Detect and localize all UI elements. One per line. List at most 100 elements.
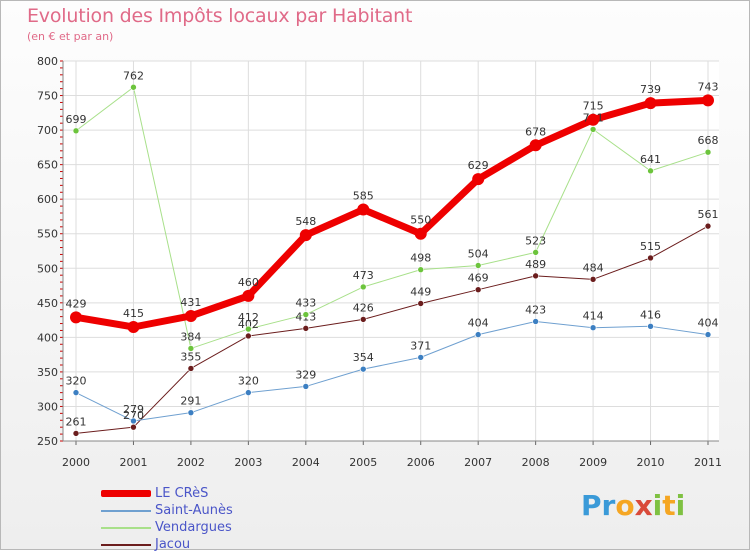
data-point-vendargues-2008 (532, 249, 539, 256)
data-point-vendargues-2001 (130, 83, 137, 91)
data-point-le-cr-s-2008 (529, 139, 542, 152)
data-point-le-cr-s-2011 (702, 94, 714, 107)
data-label-vendargues-2011: 668 (698, 134, 719, 147)
logo-letter-3: x (634, 489, 653, 522)
data-point-le-cr-s-2009 (587, 113, 600, 126)
data-point-vendargues-2011 (704, 148, 712, 156)
data-label-jacou-2009: 484 (583, 261, 604, 274)
x-tick-label-2001: 2001 (119, 456, 147, 469)
data-label-jacou-2006: 449 (410, 286, 431, 299)
data-label-le-cr-s-2004: 548 (295, 215, 316, 228)
chart-title: Evolution des Impôts locaux par Habitant (27, 5, 413, 27)
y-tick-label-400: 400 (37, 331, 58, 344)
data-label-vendargues-2007: 504 (468, 248, 489, 261)
data-point-le-cr-s-2003 (242, 289, 255, 302)
data-label-le-cr-s-2007: 629 (468, 159, 489, 172)
data-label-le-cr-s-2002: 431 (180, 296, 201, 309)
data-point-vendargues-2010 (647, 167, 654, 175)
plot-area (63, 61, 719, 441)
data-point-saint-aun-s-2003 (245, 389, 252, 396)
data-label-vendargues-2008: 523 (525, 234, 546, 247)
y-tick-label-350: 350 (37, 366, 58, 379)
data-point-le-cr-s-2010 (644, 97, 657, 110)
data-label-vendargues-2001: 762 (123, 69, 144, 82)
legend-label-saint-aunes: Saint-Aunès (155, 503, 233, 518)
logo-letter-6: i (675, 489, 686, 522)
data-point-saint-aun-s-2000 (72, 389, 80, 396)
data-point-vendargues-2002 (187, 345, 195, 352)
legend-swatch-saint-aunes (101, 510, 151, 512)
data-point-saint-aun-s-2011 (704, 331, 712, 338)
data-label-le-cr-s-2001: 415 (123, 307, 144, 320)
data-point-le-cr-s-2002 (184, 309, 197, 322)
data-point-le-cr-s-2000 (70, 311, 82, 324)
data-label-jacou-2000: 261 (66, 415, 87, 428)
data-label-vendargues-2000: 699 (66, 113, 87, 126)
data-point-vendargues-2004 (302, 311, 310, 318)
x-tick-label-2011: 2011 (694, 456, 722, 469)
data-point-saint-aun-s-2008 (532, 318, 539, 325)
data-label-saint-aun-s-2006: 371 (410, 339, 431, 352)
data-label-saint-aun-s-2009: 414 (583, 310, 604, 323)
y-tick-label-700: 700 (37, 124, 58, 137)
y-tick-label-800: 800 (37, 55, 58, 68)
y-tick-label-750: 750 (37, 90, 58, 103)
data-point-saint-aun-s-2004 (302, 383, 310, 390)
data-point-jacou-2006 (417, 300, 425, 307)
series-line-le-cr-s (72, 96, 712, 331)
y-tick-label-500: 500 (37, 262, 58, 275)
data-label-saint-aun-s-2007: 404 (468, 317, 489, 330)
data-point-le-cr-s-2001 (127, 321, 140, 333)
x-tick-label-2008: 2008 (522, 456, 550, 469)
series-line-jacou (75, 225, 709, 434)
x-tick-label-2005: 2005 (349, 456, 377, 469)
y-tick-label-300: 300 (37, 400, 58, 413)
data-label-saint-aun-s-2005: 354 (353, 351, 374, 364)
data-label-jacou-2002: 355 (180, 350, 201, 363)
data-point-saint-aun-s-2007 (474, 331, 482, 338)
data-point-jacou-2009 (589, 276, 597, 283)
legend-label-le-cres: LE CRèS (155, 486, 209, 501)
data-point-jacou-2004 (302, 325, 310, 332)
logo-letter-5: t (662, 489, 676, 522)
data-point-jacou-2000 (72, 430, 80, 437)
x-tick-label-2010: 2010 (637, 456, 665, 469)
data-label-le-cr-s-2008: 678 (525, 125, 546, 138)
data-point-le-cr-s-2004 (299, 229, 312, 242)
data-label-vendargues-2002: 384 (180, 330, 201, 343)
legend-label-jacou: Jacou (155, 537, 191, 552)
data-point-saint-aun-s-2006 (417, 354, 425, 361)
x-tick-label-2002: 2002 (177, 456, 205, 469)
logo-letter-0: P (581, 489, 602, 522)
data-point-vendargues-2003 (245, 325, 252, 333)
y-tick-label-650: 650 (37, 159, 58, 172)
data-label-jacou-2001: 270 (123, 409, 144, 422)
data-label-jacou-2008: 489 (525, 258, 546, 271)
data-point-saint-aun-s-2010 (647, 323, 654, 330)
y-tick-label-550: 550 (37, 228, 58, 241)
data-label-vendargues-2003: 412 (238, 311, 259, 324)
proxiti-logo: Proxiti (581, 489, 685, 522)
data-label-le-cr-s-2003: 460 (238, 276, 259, 289)
data-label-jacou-2010: 515 (640, 240, 661, 253)
x-tick-label-2006: 2006 (407, 456, 435, 469)
data-label-le-cr-s-2000: 429 (66, 297, 87, 310)
data-label-le-cr-s-2010: 739 (640, 83, 661, 96)
data-point-vendargues-2007 (474, 262, 482, 269)
x-tick-label-2007: 2007 (464, 456, 492, 469)
data-label-saint-aun-s-2011: 404 (698, 317, 719, 330)
data-label-saint-aun-s-2000: 320 (66, 375, 87, 388)
data-point-jacou-2002 (187, 365, 195, 372)
data-point-saint-aun-s-2002 (187, 409, 195, 416)
x-tick-label-2004: 2004 (292, 456, 320, 469)
data-point-vendargues-2009 (589, 126, 597, 133)
data-point-saint-aun-s-2005 (359, 365, 367, 373)
data-label-vendargues-2004: 433 (295, 297, 316, 310)
data-label-saint-aun-s-2002: 291 (180, 395, 201, 408)
data-label-saint-aun-s-2004: 329 (295, 368, 316, 381)
data-label-jacou-2005: 426 (353, 301, 374, 314)
chart-subtitle: (en € et par an) (27, 30, 114, 43)
data-point-saint-aun-s-2001 (130, 417, 137, 425)
